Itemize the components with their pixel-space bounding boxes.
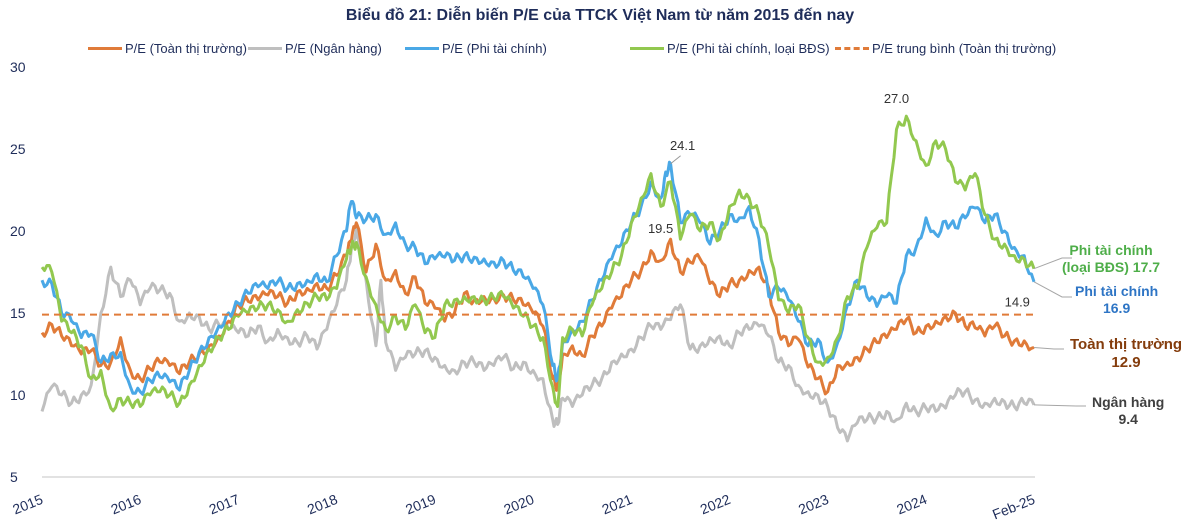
legend-label-market: P/E (Toàn thị trường) bbox=[125, 41, 247, 56]
legend-swatch-avg bbox=[835, 47, 869, 50]
end-label-leader-bank bbox=[1033, 404, 1086, 407]
annotation-label: 14.9 bbox=[1005, 295, 1030, 310]
end-label-bank-line2: 9.4 bbox=[1118, 411, 1138, 427]
x-tick-label: 2015 bbox=[10, 491, 45, 518]
annotation-leader bbox=[670, 155, 681, 165]
annotation-label: 24.1 bbox=[670, 138, 695, 153]
series-line-nonfin bbox=[40, 160, 1036, 396]
legend-item-bank: P/E (Ngân hàng) bbox=[248, 41, 382, 56]
legend-label-avg: P/E trung bình (Toàn thị trường) bbox=[872, 41, 1057, 56]
x-tick-label: 2016 bbox=[108, 491, 143, 518]
x-tick-label: 2024 bbox=[894, 491, 929, 518]
legend-swatch-nonfin bbox=[405, 47, 439, 50]
x-tick-label: Feb-25 bbox=[990, 491, 1037, 523]
end-label-bank-line1: Ngân hàng bbox=[1092, 394, 1165, 410]
x-tick-label: 2019 bbox=[403, 491, 438, 518]
end-label-nonfin-exre: Phi tài chính (loại BĐS) 17.7 bbox=[1062, 242, 1160, 276]
end-label-nonfin-line1: Phi tài chính bbox=[1075, 283, 1159, 299]
x-tick-label: 2018 bbox=[305, 491, 340, 518]
y-tick-label: 5 bbox=[10, 469, 18, 485]
legend-label-nonfin: P/E (Phi tài chính) bbox=[442, 41, 547, 56]
end-label-nonfin-exre-line1: Phi tài chính bbox=[1069, 242, 1153, 258]
end-label-nonfin-exre-line2: (loại BĐS) 17.7 bbox=[1062, 259, 1161, 275]
series-line-nonfin_exre bbox=[40, 114, 1036, 413]
end-label-market: Toàn thị trường 12.9 bbox=[1070, 336, 1182, 372]
legend-item-avg: P/E trung bình (Toàn thị trường) bbox=[835, 41, 1056, 56]
legend-label-bank: P/E (Ngân hàng) bbox=[285, 41, 382, 56]
chart-title: Biểu đồ 21: Diễn biến P/E của TTCK Việt … bbox=[345, 7, 855, 24]
annotation-label: 27.0 bbox=[884, 91, 909, 106]
legend-item-nonfin: P/E (Phi tài chính) bbox=[405, 41, 547, 56]
x-tick-label: 2021 bbox=[600, 491, 635, 518]
x-tick-label: 2022 bbox=[698, 491, 733, 518]
end-label-leader-nonfin bbox=[1033, 281, 1072, 298]
y-tick-label: 10 bbox=[10, 387, 26, 403]
x-tick-label: 2023 bbox=[796, 491, 831, 518]
series-line-bank bbox=[40, 226, 1036, 443]
legend-swatch-bank bbox=[248, 47, 282, 50]
legend-swatch-market bbox=[88, 47, 122, 50]
legend: P/E (Toàn thị trường) P/E (Ngân hàng) P/… bbox=[0, 41, 1200, 61]
y-tick-label: 30 bbox=[10, 59, 26, 75]
end-label-bank: Ngân hàng 9.4 bbox=[1092, 394, 1164, 428]
y-tick-label: 25 bbox=[10, 141, 26, 157]
end-label-nonfin-line2: 16.9 bbox=[1102, 300, 1131, 316]
x-tick-label: 2017 bbox=[207, 491, 242, 518]
end-label-market-line2: 12.9 bbox=[1111, 354, 1141, 371]
legend-item-nonfin-exre: P/E (Phi tài chính, loại BĐS) bbox=[630, 41, 830, 56]
end-label-market-line1: Toàn thị trường bbox=[1070, 336, 1183, 353]
y-tick-label: 20 bbox=[10, 223, 26, 239]
y-tick-label: 15 bbox=[10, 305, 26, 321]
end-label-nonfin: Phi tài chính 16.9 bbox=[1075, 283, 1158, 317]
end-label-leader-nonfin_exre bbox=[1033, 257, 1072, 270]
annotation-label: 19.5 bbox=[648, 221, 673, 236]
legend-item-market: P/E (Toàn thị trường) bbox=[88, 41, 247, 56]
x-tick-label: 2020 bbox=[501, 491, 536, 518]
end-label-leader-market bbox=[1033, 346, 1064, 350]
legend-label-nonfin-exre: P/E (Phi tài chính, loại BĐS) bbox=[667, 41, 830, 56]
legend-swatch-nonfin-exre bbox=[630, 47, 664, 50]
